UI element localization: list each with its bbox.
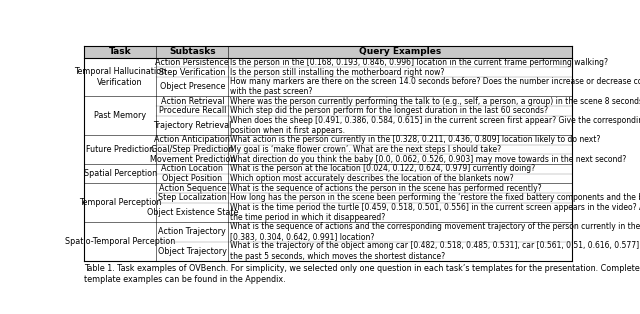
Text: Temporal Perception: Temporal Perception: [79, 198, 161, 207]
Text: Action Anticipation: Action Anticipation: [154, 135, 230, 144]
Text: Is the person in the [0.168, 0.193, 0.846, 0.996] location in the current frame : Is the person in the [0.168, 0.193, 0.84…: [230, 58, 609, 67]
Text: Action Retrieval: Action Retrieval: [161, 97, 224, 106]
Text: Query Examples: Query Examples: [359, 47, 442, 57]
Text: Which option most accurately describes the location of the blankets now?: Which option most accurately describes t…: [230, 174, 514, 183]
Text: Is the person still installing the motherboard right now?: Is the person still installing the mothe…: [230, 68, 445, 77]
Text: Trajectory Retrieval: Trajectory Retrieval: [153, 121, 232, 130]
Text: What is the time period the turtle [0.459, 0.518, 0.501, 0.556] in the current s: What is the time period the turtle [0.45…: [230, 203, 640, 222]
Text: Movement Prediction: Movement Prediction: [150, 155, 235, 164]
Text: Subtasks: Subtasks: [169, 47, 216, 57]
Text: Action Trajectory: Action Trajectory: [159, 227, 226, 236]
Text: Object Presence: Object Presence: [159, 82, 225, 91]
Text: What action is the person currently in the [0.328, 0.211, 0.436, 0.809] location: What action is the person currently in t…: [230, 135, 601, 144]
Text: Which step did the person perform for the longest duration in the last 60 second: Which step did the person perform for th…: [230, 106, 548, 116]
Text: What is the sequence of actions and the corresponding movement trajectory of the: What is the sequence of actions and the …: [230, 222, 640, 241]
Text: My goal is ‘make flower crown’. What are the next steps I should take?: My goal is ‘make flower crown’. What are…: [230, 145, 502, 154]
Text: Goal/Step Prediction: Goal/Step Prediction: [151, 145, 234, 154]
Text: Step Verification: Step Verification: [159, 68, 225, 77]
Bar: [84, 46, 572, 58]
Text: When does the sheep [0.491, 0.386, 0.584, 0.615] in the current screen first app: When does the sheep [0.491, 0.386, 0.584…: [230, 116, 640, 135]
Text: Action Sequence: Action Sequence: [159, 184, 226, 193]
Text: Future Prediction: Future Prediction: [86, 145, 154, 154]
Text: Procedure Recall: Procedure Recall: [159, 106, 226, 116]
Text: Object Position: Object Position: [163, 174, 222, 183]
Text: What is the person at the location [0.024, 0.122, 0.624, 0.979] currently doing?: What is the person at the location [0.02…: [230, 165, 536, 173]
Text: How many markers are there on the screen 14.0 seconds before? Does the number in: How many markers are there on the screen…: [230, 77, 640, 96]
Text: Object Trajectory: Object Trajectory: [158, 247, 227, 256]
Text: What direction do you think the baby [0.0, 0.062, 0.526, 0.903] may move towards: What direction do you think the baby [0.…: [230, 155, 627, 164]
Text: How long has the person in the scene been performing the ‘restore the fixed batt: How long has the person in the scene bee…: [230, 193, 640, 203]
Text: Table 1. Task examples of OVBench. For simplicity, we selected only one question: Table 1. Task examples of OVBench. For s…: [84, 264, 640, 284]
Text: Action Persistence: Action Persistence: [156, 58, 229, 67]
Text: Past Memory: Past Memory: [94, 111, 146, 120]
Text: Temporal Hallucination
Verification: Temporal Hallucination Verification: [74, 68, 166, 87]
Text: Spatio-Temporal Perception: Spatio-Temporal Perception: [65, 237, 175, 246]
Text: What is the trajectory of the object among car [0.482, 0.518, 0.485, 0.531], car: What is the trajectory of the object amo…: [230, 241, 640, 261]
Text: What is the sequence of actions the person in the scene has performed recently?: What is the sequence of actions the pers…: [230, 184, 542, 193]
Text: Spatial Perception: Spatial Perception: [84, 169, 157, 178]
Text: Step Localization: Step Localization: [158, 193, 227, 203]
Text: Where was the person currently performing the talk to (e.g., self, a person, a g: Where was the person currently performin…: [230, 97, 640, 106]
Text: Object Existence State: Object Existence State: [147, 208, 238, 217]
Text: Action Location: Action Location: [161, 165, 223, 173]
Text: Task: Task: [109, 47, 131, 57]
